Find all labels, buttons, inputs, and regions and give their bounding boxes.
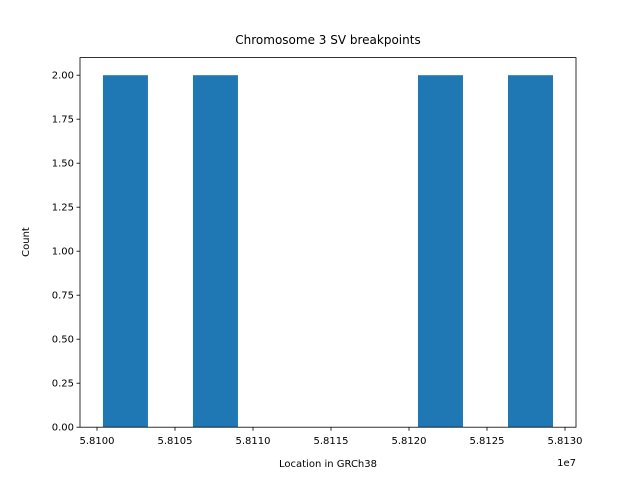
- bar: [102, 75, 148, 428]
- y-tick-label: 2.00: [52, 71, 74, 82]
- x-tick-label: 5.8130: [548, 436, 583, 447]
- bar: [507, 75, 553, 428]
- y-tick-label: 1.00: [52, 247, 74, 258]
- chart-title: Chromosome 3 SV breakpoints: [235, 33, 420, 47]
- x-tick-label: 5.8100: [80, 436, 115, 447]
- y-axis-label: Count: [21, 227, 32, 257]
- y-tick-label: 0.25: [52, 379, 74, 390]
- x-tick-label: 5.8110: [236, 436, 271, 447]
- x-tick-label: 5.8105: [158, 436, 193, 447]
- x-axis-label: Location in GRCh38: [279, 459, 377, 470]
- x-tick-label: 5.8115: [314, 436, 349, 447]
- bar: [192, 75, 238, 428]
- y-tick-label: 1.50: [52, 159, 74, 170]
- y-tick-label: 0.00: [52, 423, 74, 434]
- y-tick-label: 1.25: [52, 203, 74, 214]
- y-tick-label: 0.75: [52, 291, 74, 302]
- y-tick-label: 1.75: [52, 115, 74, 126]
- x-tick-label: 5.8125: [470, 436, 505, 447]
- bar: [417, 75, 463, 428]
- x-tick-label: 5.8120: [392, 436, 427, 447]
- y-tick-label: 0.50: [52, 335, 74, 346]
- axes-frame: [79, 57, 577, 428]
- x-offset-label: 1e7: [557, 458, 576, 469]
